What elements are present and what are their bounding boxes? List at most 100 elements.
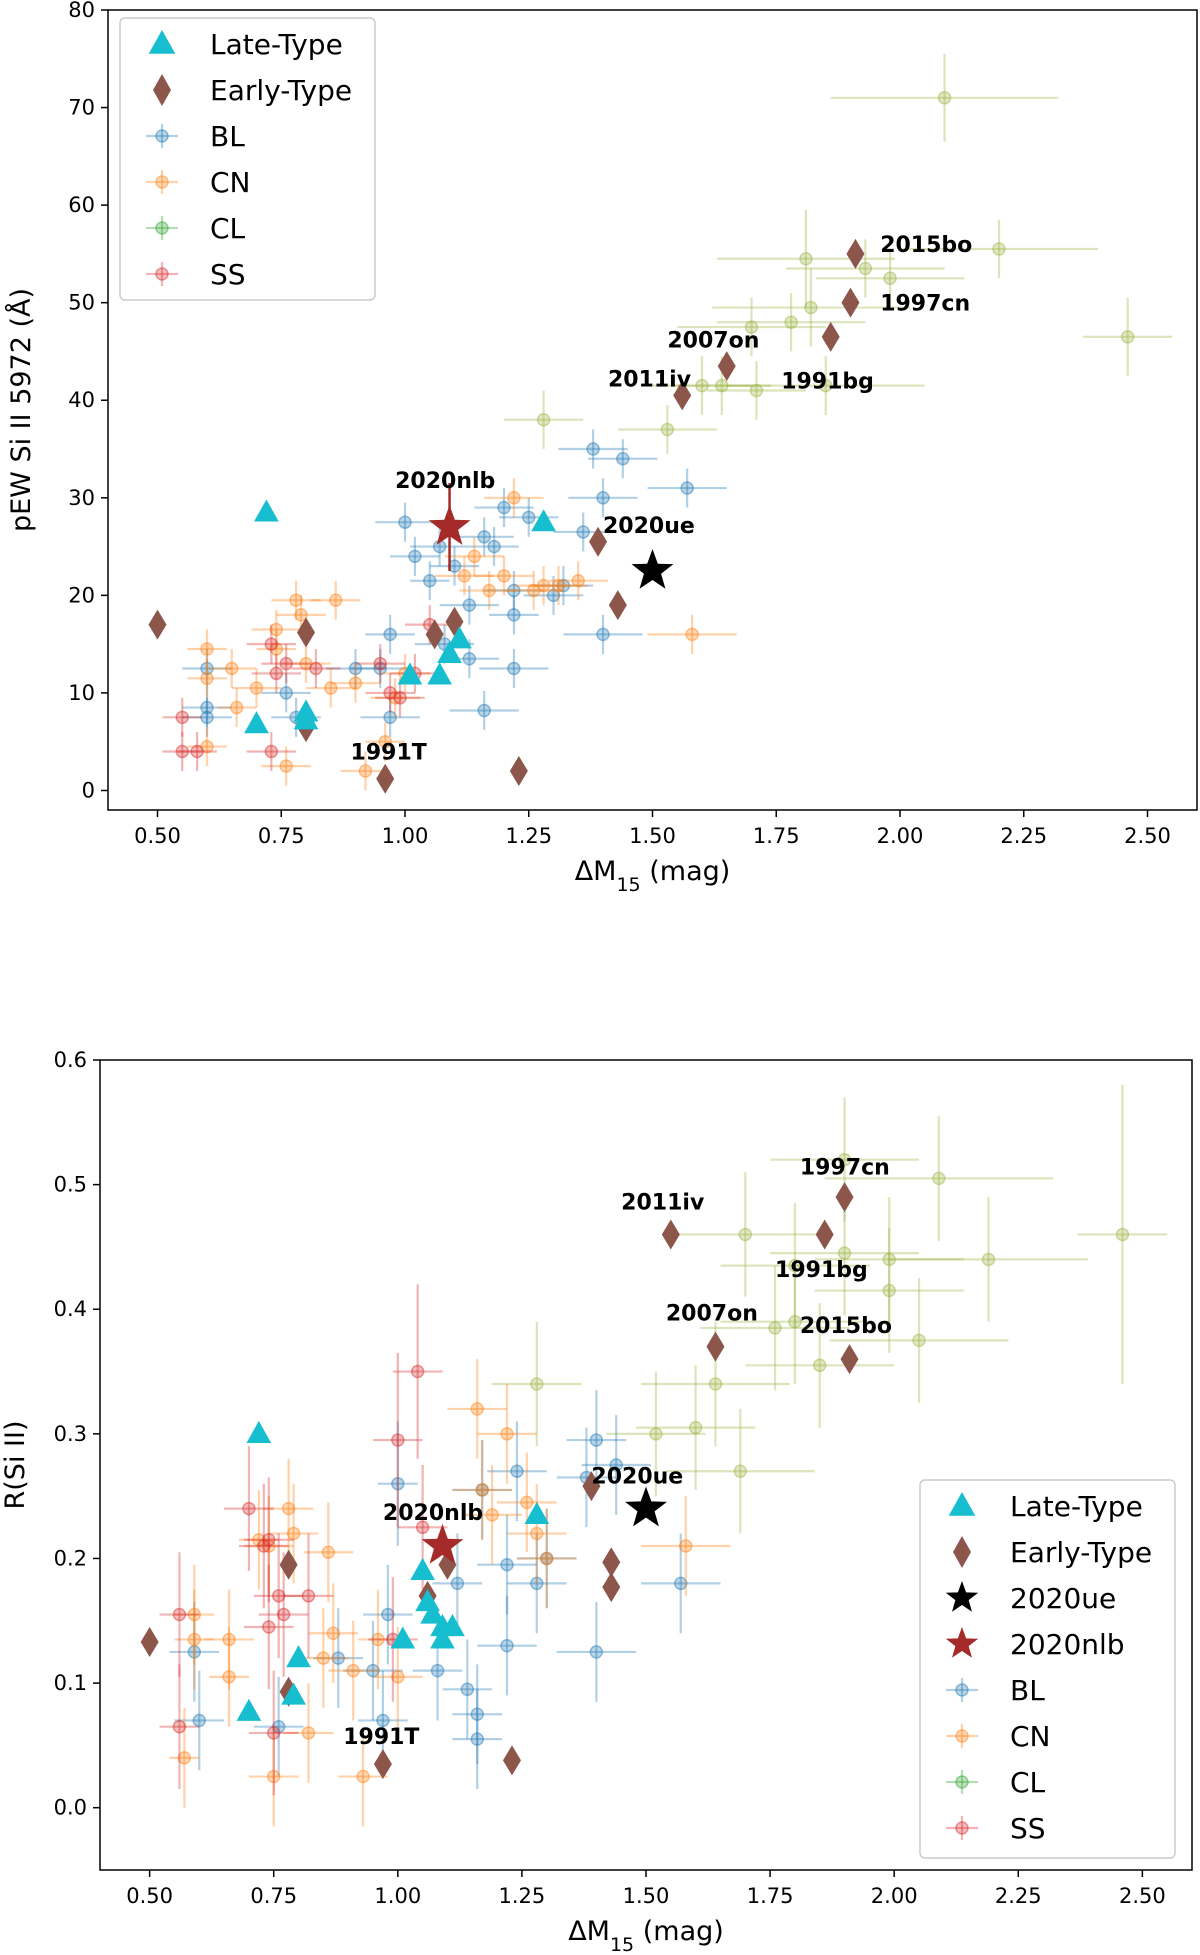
early-type-point-1 [279,1549,298,1580]
late-type-point-10 [281,1682,306,1705]
annotation-2007on: 2007on [667,329,759,354]
cn-point-28 [685,627,699,642]
cl-point-1 [799,252,813,266]
late-type-point-11 [236,1698,262,1721]
early-type-point-3 [373,1749,392,1780]
y-tick-label: 40 [68,388,95,412]
cl-point-6 [788,1258,802,1273]
cn-point-18 [470,1402,484,1416]
cl-point-8 [882,1283,896,1298]
cn-point-4 [229,700,244,715]
annotation-2015bo: 2015bo [880,233,972,258]
series-late-type [236,1420,550,1721]
early-type-point-9 [673,380,692,411]
cn-point-13 [326,1626,341,1640]
cl-point-11 [749,383,764,398]
annotation-2011iv: 2011iv [608,368,692,393]
late-type-point-6 [244,711,269,734]
ss-point-10 [393,691,407,705]
legend-marker [945,1627,979,1658]
x-tick-label: 2.00 [871,1884,918,1908]
axes: 0.50 0.75 1.00 1.25 1.50 1.75 2.00 2.25 2.50 0 10 2… [5,0,1171,896]
cl-point-5 [738,1227,753,1242]
cl-point-4 [1115,1227,1130,1242]
series-2020ue [631,548,674,589]
bl-point-2 [450,1576,465,1591]
y-tick-label: 0.3 [54,1422,87,1446]
legend-label: Early-Type [1010,1536,1152,1569]
cn-point-19 [475,1483,489,1497]
cl-point-0 [937,91,952,105]
ss-point-4 [264,637,279,651]
x-tick-label: 1.50 [623,1884,670,1908]
legend-label: CN [1010,1720,1051,1753]
late-type-point-0 [254,499,279,522]
cn-point-0 [200,671,214,686]
cn-point-0 [187,1607,202,1622]
cl-point-7 [784,315,798,329]
series-2020nlb [421,1524,464,1564]
series-early-type [140,1182,859,1780]
ss-point-3 [264,744,279,759]
cn-point-21 [482,583,496,598]
bl-point-17 [366,1663,380,1678]
cn-point-16 [371,1632,385,1647]
early-type-point-10 [717,351,736,382]
bl-point-25 [348,661,363,676]
cn-point-22 [497,569,511,583]
annotation-1991bg: 1991bg [775,1258,868,1283]
late-type-point-8 [293,699,319,722]
y-tick-label: 0.0 [54,1796,87,1820]
late-type-point-8 [430,1626,455,1649]
bl-point-7 [487,539,501,554]
legend-marker [955,1729,969,1743]
bl-point-21 [271,1719,286,1734]
annotations: 1997cn 2011iv 1991bg 2007on 2015bo 2020ue 2020… [343,1156,892,1750]
y-tick-label: 20 [68,583,95,607]
bl-point-13 [589,1433,604,1447]
x-tick-label: 2.25 [995,1884,1042,1908]
bl-point-6 [477,530,491,544]
ss-point-8 [301,1589,316,1603]
cl-point-16 [649,1427,663,1441]
early-type-point-0 [140,1626,159,1657]
bl-point-18 [381,1607,395,1622]
legend-marker [955,1775,969,1789]
legend-item-bl: BL [146,120,245,153]
early-type-point-3 [376,763,395,794]
annotation-2007on: 2007on [666,1301,758,1326]
cl-point-13 [536,413,551,427]
legend-item-ss: SS [146,258,246,291]
ss-point-1 [175,744,189,759]
x-tick-label: 1.25 [505,824,552,848]
ss-point-0 [175,710,189,725]
bl-point-22 [462,652,477,666]
late-type-point-3 [427,662,452,685]
bl-point-20 [331,1651,346,1665]
x-tick-label: 0.50 [126,1884,173,1908]
early-type-point-10 [661,1219,680,1250]
cn-point-20 [467,549,482,564]
legend-marker [955,1683,969,1697]
bl-point-30 [200,710,214,725]
cl-point-13 [708,1377,723,1391]
early-type-point-12 [815,1219,834,1250]
legend-item-ss: SS [946,1812,1046,1845]
x-tick-label: 2.50 [1124,824,1171,848]
late-type-point-1 [531,509,556,532]
bl-point-6 [500,1638,514,1653]
cl-point-10 [715,378,729,393]
bl-point-19 [376,1713,390,1728]
ss-point-3 [257,1539,271,1553]
2020nlb-point-0 [428,505,471,545]
series-cn [187,478,737,791]
early-type-point-11 [821,321,840,352]
ss-point-4 [262,1533,276,1547]
legend: Late-Type Early-Type BL CN CL SS [119,17,376,301]
legend-item-2020ue: 2020ue [945,1581,1116,1615]
annotation-1991bg: 1991bg [781,370,874,395]
legend-label: Late-Type [210,28,343,61]
cn-point-10 [294,608,308,622]
legend-item-bl: BL [946,1674,1045,1707]
bl-point-1 [430,1663,445,1678]
